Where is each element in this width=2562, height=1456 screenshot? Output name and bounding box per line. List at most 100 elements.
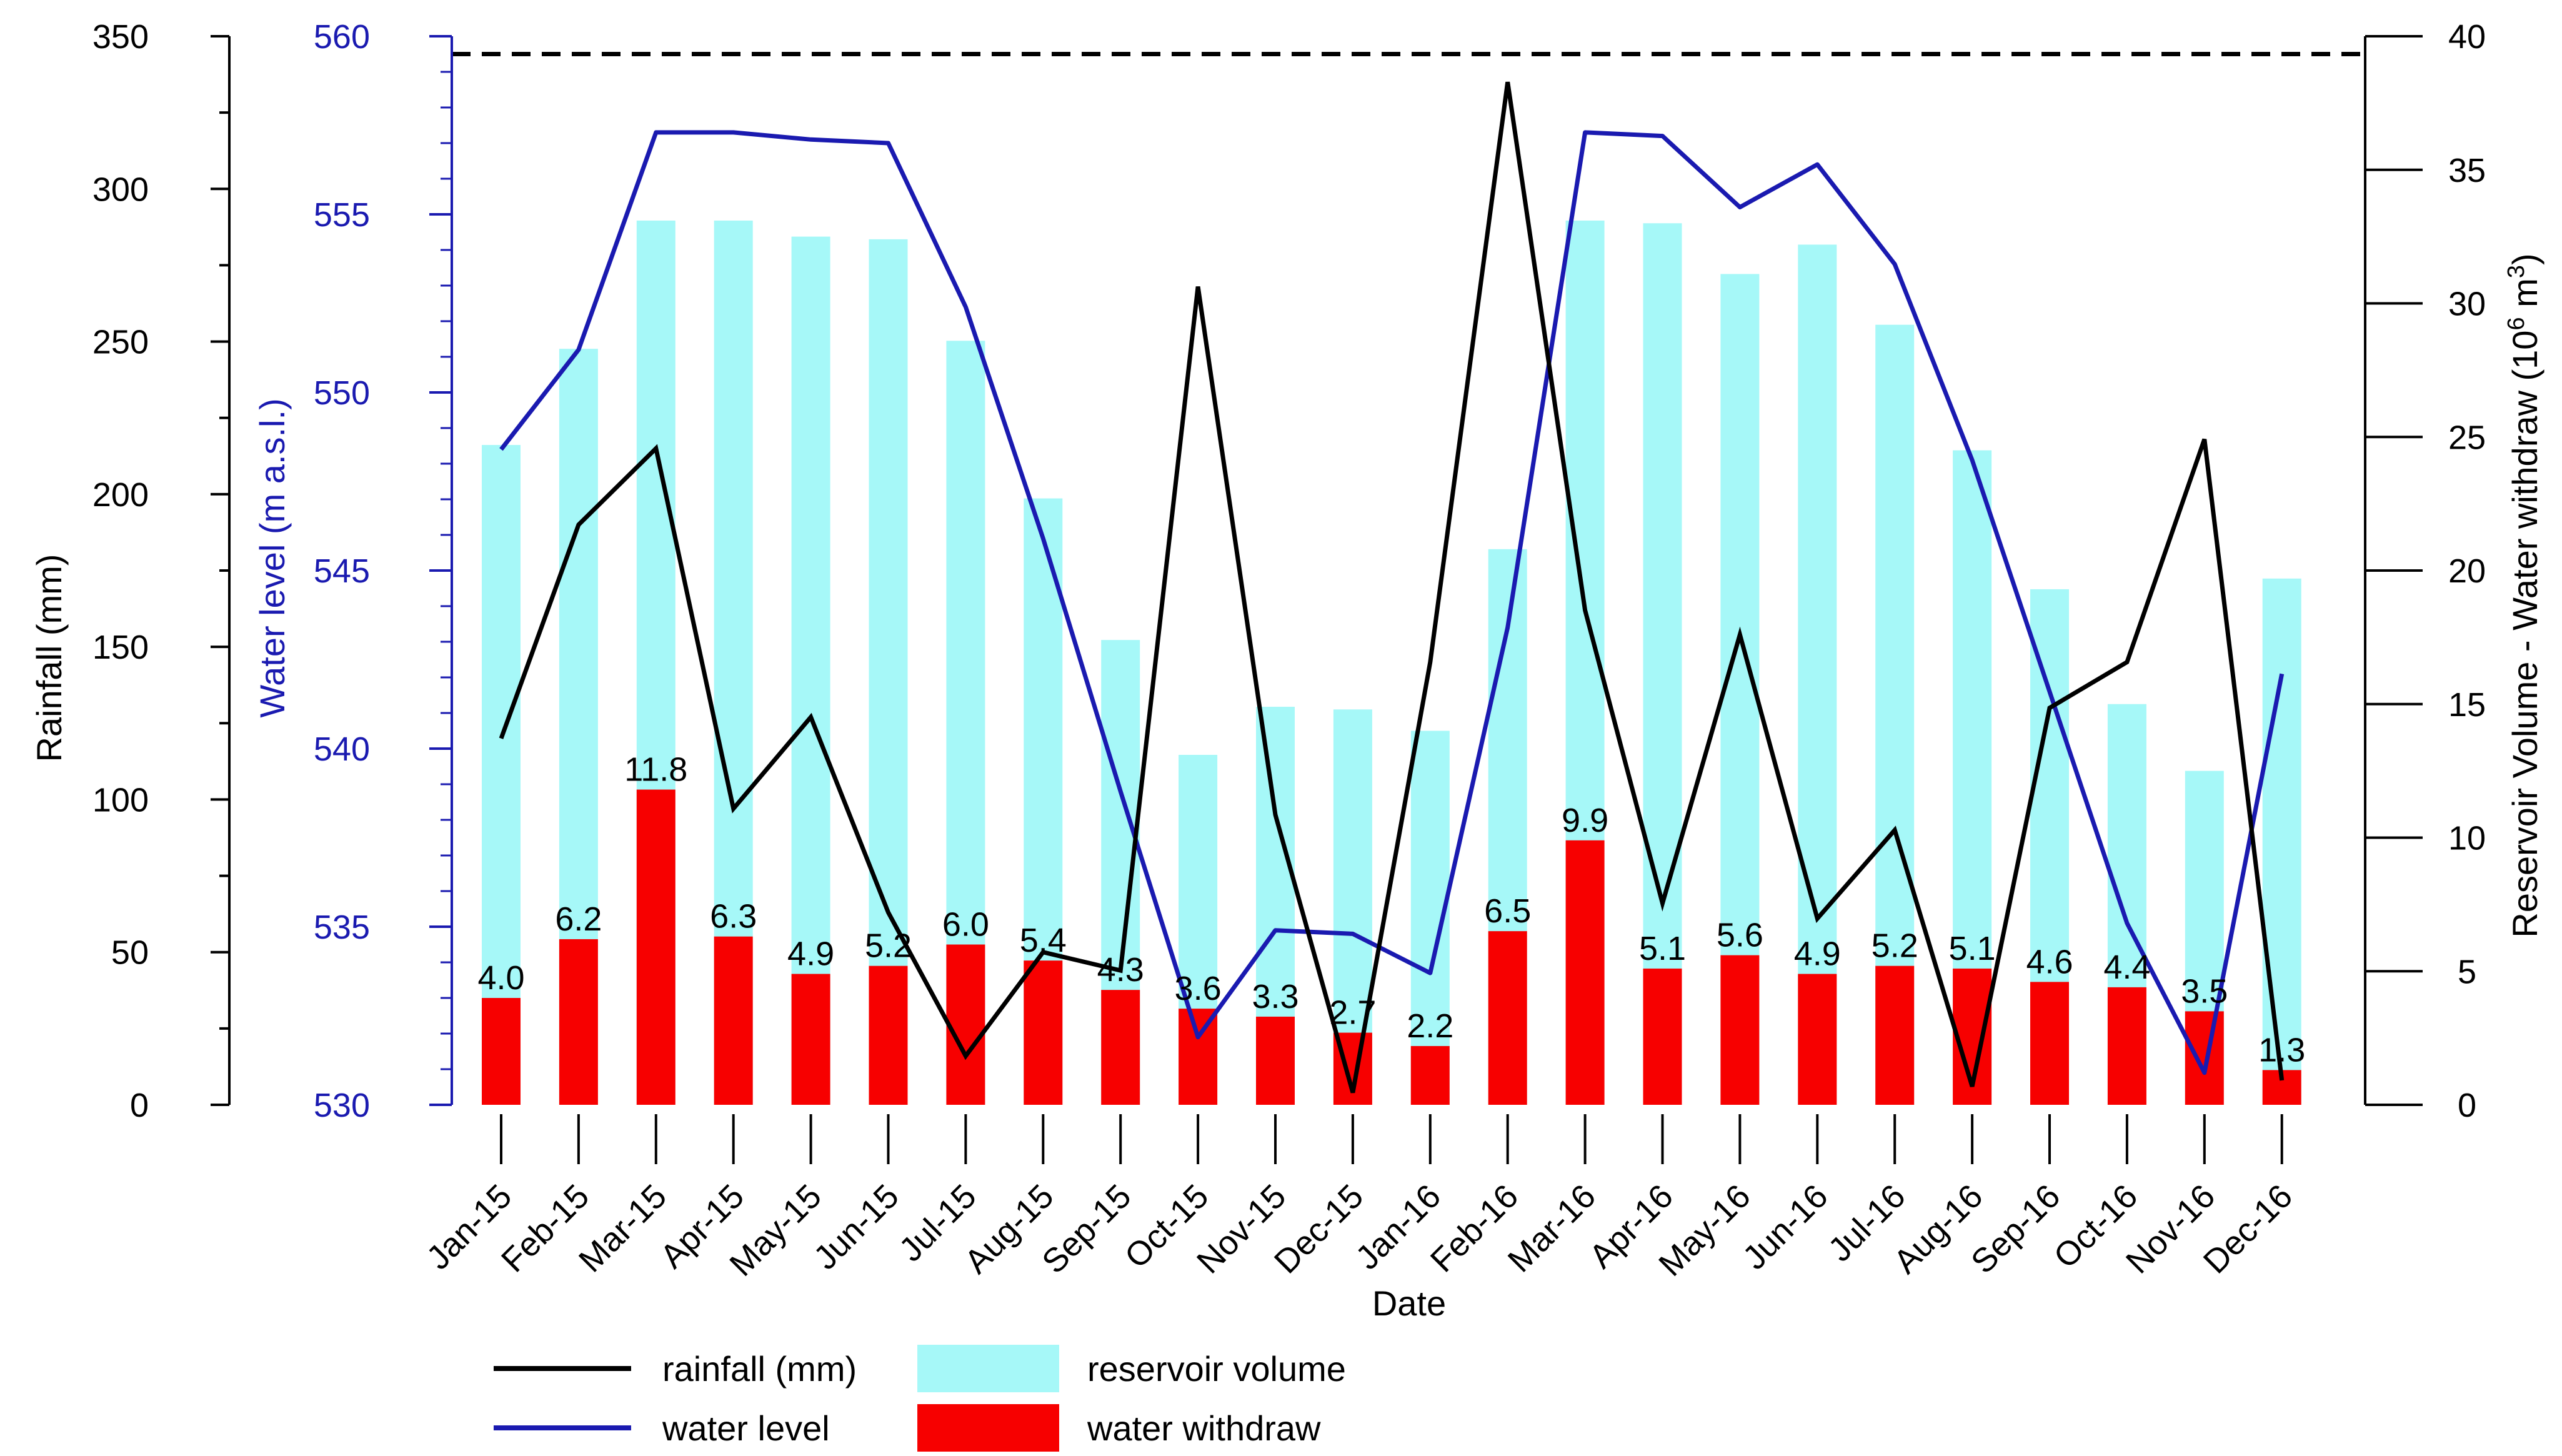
- x-tick-label: Jun-15: [807, 1177, 906, 1277]
- water-withdraw-bar: [1256, 1016, 1295, 1105]
- water-level-tick-label: 560: [314, 18, 370, 56]
- water-withdraw-label: 5.1: [1639, 930, 1686, 967]
- water-withdraw-bar: [714, 936, 753, 1105]
- water-withdraw-bar: [791, 974, 830, 1105]
- water-level-tick-label: 530: [314, 1087, 370, 1124]
- water-withdraw-label: 4.9: [1794, 935, 1841, 973]
- water-withdraw-label: 6.5: [1484, 892, 1531, 930]
- water-level-axis-title: Water level (m a.s.l.): [252, 398, 292, 717]
- volume-tick-label: 15: [2448, 686, 2486, 724]
- volume-axis-title-part: 3: [2503, 265, 2530, 278]
- rainfall-line: [499, 81, 2285, 1094]
- rainfall-tick-label: 150: [92, 629, 149, 666]
- volume-tick-label: 40: [2448, 18, 2486, 56]
- water-withdraw-label: 1.3: [2258, 1031, 2305, 1069]
- water-withdraw-label: 3.6: [1175, 970, 1222, 1007]
- reservoir-volume-bar: [482, 445, 521, 1105]
- rainfall-tick-label: 200: [92, 476, 149, 514]
- water-withdraw-bar: [1101, 990, 1140, 1105]
- water-withdraw-bar: [1720, 955, 1760, 1105]
- water-withdraw-labels: 4.0 6.2 11.8 6.3 4.9 5.2 6.0 5.4 4.3 3.6 3.3 2.7 2.2…: [477, 751, 2305, 1069]
- water-withdraw-label: 5.2: [865, 927, 912, 965]
- legend-label: reservoir volume: [1087, 1349, 1346, 1389]
- legend-swatch-patch: [917, 1345, 1059, 1392]
- water-withdraw-label: 5.2: [1872, 927, 1918, 965]
- rainfall-tick-label: 0: [130, 1087, 149, 1124]
- water-withdraw-bars: [482, 789, 2301, 1105]
- rainfall-tick-label: 350: [92, 18, 149, 56]
- rainfall-tick-label: 250: [92, 324, 149, 361]
- water-withdraw-label: 5.1: [1949, 930, 1996, 967]
- water-withdraw-bar: [869, 965, 908, 1105]
- x-tick-label: Dec-16: [2196, 1177, 2300, 1281]
- water-withdraw-bar: [559, 939, 598, 1105]
- x-tick-label: Feb-16: [1423, 1177, 1525, 1279]
- x-axis-title: Date: [1372, 1284, 1446, 1323]
- x-tick-label: Mar-15: [572, 1177, 674, 1279]
- water-withdraw-label: 5.6: [1717, 917, 1763, 954]
- water-withdraw-label: 6.3: [710, 898, 757, 935]
- water-level-tick-label: 535: [314, 909, 370, 946]
- water-level-series: [499, 130, 2285, 1075]
- water-withdraw-bar: [1798, 974, 1837, 1105]
- water-withdraw-bar: [1179, 1009, 1218, 1105]
- volume-tick-label: 20: [2448, 552, 2486, 590]
- x-tick-label: Dec-15: [1267, 1177, 1371, 1281]
- water-withdraw-bar: [1643, 968, 1682, 1105]
- water-withdraw-label: 6.2: [555, 900, 602, 938]
- volume-axis-title-part: Reservoir Volume - Water withdraw (10: [2505, 331, 2545, 938]
- rainfall-tick-label: 300: [92, 171, 149, 208]
- reservoir-volume-bar: [791, 236, 830, 1105]
- water-withdraw-label: 5.4: [1020, 922, 1067, 959]
- legend-label: water level: [662, 1409, 830, 1448]
- water-withdraw-bar: [482, 998, 521, 1105]
- water-withdraw-label: 3.5: [2181, 972, 2228, 1010]
- water-withdraw-bar: [1565, 840, 1605, 1105]
- volume-tick-label: 35: [2448, 152, 2486, 189]
- water-withdraw-label: 2.7: [1329, 994, 1376, 1032]
- reservoir-volume-bar: [1643, 223, 1682, 1105]
- water-level-tick-label: 555: [314, 196, 370, 234]
- water-withdraw-label: 4.3: [1097, 951, 1144, 989]
- volume-tick-label: 30: [2448, 286, 2486, 323]
- legend-label: water withdraw: [1087, 1409, 1321, 1448]
- volume-axis-title-part: ): [2505, 253, 2545, 265]
- x-tick-label: Sep-16: [1964, 1177, 2068, 1281]
- water-withdraw-bar: [1875, 965, 1915, 1105]
- x-tick-label: Feb-15: [494, 1177, 596, 1279]
- volume-axis-title-part: 6: [2503, 317, 2530, 330]
- x-tick-label: Sep-15: [1035, 1177, 1139, 1281]
- water-withdraw-label: 3.3: [1252, 978, 1298, 1015]
- legend-swatch-patch: [917, 1404, 1059, 1452]
- volume-tick-label: 25: [2448, 419, 2486, 456]
- volume-tick-label: 0: [2458, 1087, 2476, 1124]
- x-tick-label: Jun-16: [1736, 1177, 1835, 1277]
- water-withdraw-bar: [636, 789, 675, 1105]
- water-withdraw-label: 4.4: [2103, 949, 2150, 986]
- water-withdraw-bar: [1024, 960, 1063, 1105]
- volume-tick-label: 5: [2458, 953, 2476, 990]
- water-withdraw-label: 4.9: [787, 935, 834, 973]
- water-withdraw-label: 11.8: [624, 751, 687, 789]
- water-level-tick-label: 550: [314, 374, 370, 412]
- rainfall-series: [499, 81, 2285, 1094]
- water-withdraw-bar: [1488, 931, 1527, 1105]
- water-withdraw-label: 2.2: [1407, 1007, 1453, 1045]
- reservoir-volume-bar: [1798, 244, 1837, 1105]
- reservoir-volume-bar: [2262, 578, 2301, 1105]
- x-tick-label: Mar-16: [1501, 1177, 1603, 1279]
- water-withdraw-label: 6.0: [942, 906, 989, 944]
- volume-tick-label: 10: [2448, 820, 2486, 857]
- water-level-tick-label: 540: [314, 730, 370, 768]
- legend-label: rainfall (mm): [662, 1349, 857, 1389]
- water-withdraw-bar: [1410, 1045, 1450, 1105]
- rainfall-axis-title: Rainfall (mm): [29, 554, 69, 762]
- water-withdraw-bar: [946, 944, 985, 1105]
- volume-axis-title: Reservoir Volume - Water withdraw (106 m…: [2503, 253, 2545, 937]
- water-withdraw-bar: [2107, 987, 2146, 1105]
- rainfall-tick-label: 100: [92, 781, 149, 819]
- water-withdraw-label: 9.9: [1562, 802, 1608, 839]
- reservoir-volume-bar: [869, 239, 908, 1105]
